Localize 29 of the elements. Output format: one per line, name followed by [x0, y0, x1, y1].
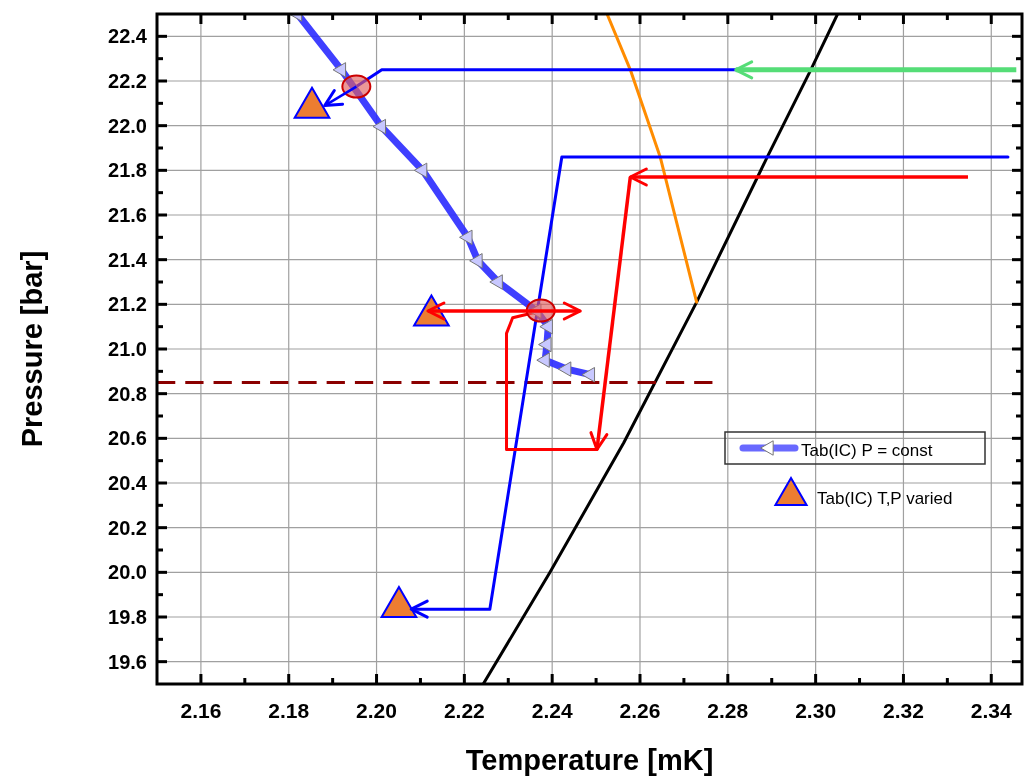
y-tick-label: 21.0: [108, 338, 147, 360]
x-tick-label: 2.30: [795, 699, 837, 722]
x-tick-label: 2.26: [619, 699, 661, 722]
x-tick-label: 2.34: [970, 699, 1013, 722]
y-tick-label: 22.2: [108, 70, 147, 92]
y-tick-label: 19.6: [108, 650, 147, 673]
y-tick-label: 21.8: [108, 159, 147, 182]
y-tick-label: 21.4: [108, 248, 148, 271]
x-tick-label: 2.24: [531, 699, 573, 722]
x-tick-label: 2.16: [180, 699, 222, 722]
x-tick-label: 2.28: [707, 699, 749, 722]
y-tick-label: 21.6: [108, 204, 147, 226]
x-tick-label: 2.18: [268, 699, 310, 722]
y-tick-label: 20.8: [108, 382, 147, 405]
y-tick-label: 22.4: [108, 25, 148, 48]
legend-label: Tab(IC) T,P varied: [817, 489, 953, 508]
y-tick-label: 20.2: [108, 516, 147, 539]
x-tick-label: 2.22: [443, 699, 485, 722]
y-tick-label: 20.4: [108, 472, 148, 494]
y-tick-label: 21.2: [108, 293, 147, 316]
x-tick-label: 2.20: [356, 699, 397, 722]
legend-label: Tab(IC) P = const: [801, 441, 933, 460]
y-tick-label: 19.8: [108, 606, 147, 628]
y-tick-label: 22.0: [108, 114, 147, 137]
x-axis-title: Temperature [mK]: [465, 744, 714, 776]
y-tick-label: 20.0: [108, 561, 147, 584]
y-tick-label: 20.6: [108, 427, 147, 450]
x-tick-label: 2.32: [883, 699, 924, 722]
y-axis-title: Pressure [bar]: [16, 250, 48, 448]
